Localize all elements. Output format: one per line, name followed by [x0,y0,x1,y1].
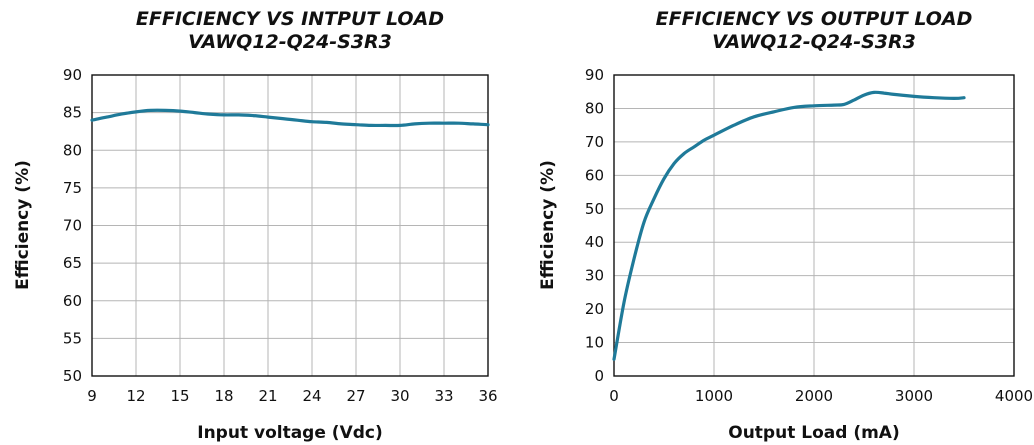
y-tick-label: 70 [585,133,604,151]
efficiency-line [612,90,966,361]
chart-title: EFFICIENCY VS INTPUT LOAD [136,8,444,30]
x-tick-label: 9 [87,387,97,405]
x-axis-label: Input voltage (Vdc) [197,423,383,443]
y-tick-label: 40 [585,233,604,251]
y-tick-label: 30 [585,267,604,285]
x-tick-label: 15 [170,387,189,405]
tick-labels: 9 12 15 18 21 24 27 30 33 36 50 55 60 65 70 75 80 85 90 [63,66,498,405]
y-tick-label: 70 [63,217,82,235]
tick-labels: 0 1000 2000 3000 4000 0 10 20 30 40 50 60 70 80 90 [585,66,1033,405]
x-tick-label: 2000 [795,387,833,405]
chart-subtitle: VAWQ12-Q24-S3R3 [712,31,916,53]
grid [613,74,1015,377]
y-axis-label: Efficiency (%) [538,160,558,290]
y-tick-label: 85 [63,104,82,122]
efficiency-line [90,108,490,128]
x-tick-label: 0 [609,387,619,405]
y-tick-label: 0 [594,367,604,385]
x-tick-label: 21 [258,387,277,405]
plot-frame [613,74,1015,377]
y-tick-label: 60 [63,292,82,310]
y-tick-label: 75 [63,179,82,197]
y-tick-label: 50 [585,200,604,218]
plot-frame [91,74,489,377]
x-axis-label: Output Load (mA) [728,423,899,443]
x-tick-label: 24 [302,387,321,405]
x-tick-label: 33 [434,387,453,405]
y-tick-label: 80 [63,141,82,159]
x-tick-label: 18 [214,387,233,405]
y-tick-label: 50 [63,367,82,385]
x-tick-label: 30 [390,387,409,405]
efficiency-vs-output-chart: EFFICIENCY VS OUTPUT LOAD VAWQ12-Q24-S3R… [538,8,1033,443]
x-tick-label: 1000 [695,387,733,405]
y-axis-label: Efficiency (%) [13,160,33,290]
y-tick-label: 10 [585,334,604,352]
y-tick-label: 60 [585,166,604,184]
y-tick-label: 80 [585,99,604,117]
x-tick-label: 12 [126,387,145,405]
y-tick-label: 90 [63,66,82,84]
y-tick-label: 90 [585,66,604,84]
x-tick-label: 36 [478,387,497,405]
y-tick-label: 65 [63,254,82,272]
chart-title: EFFICIENCY VS OUTPUT LOAD [656,8,973,30]
x-tick-label: 4000 [995,387,1033,405]
chart-subtitle: VAWQ12-Q24-S3R3 [188,31,392,53]
y-tick-label: 20 [585,300,604,318]
x-tick-label: 3000 [895,387,933,405]
efficiency-vs-input-chart: EFFICIENCY VS INTPUT LOAD VAWQ12-Q24-S3R… [13,8,498,443]
y-tick-label: 55 [63,329,82,347]
x-tick-label: 27 [346,387,365,405]
